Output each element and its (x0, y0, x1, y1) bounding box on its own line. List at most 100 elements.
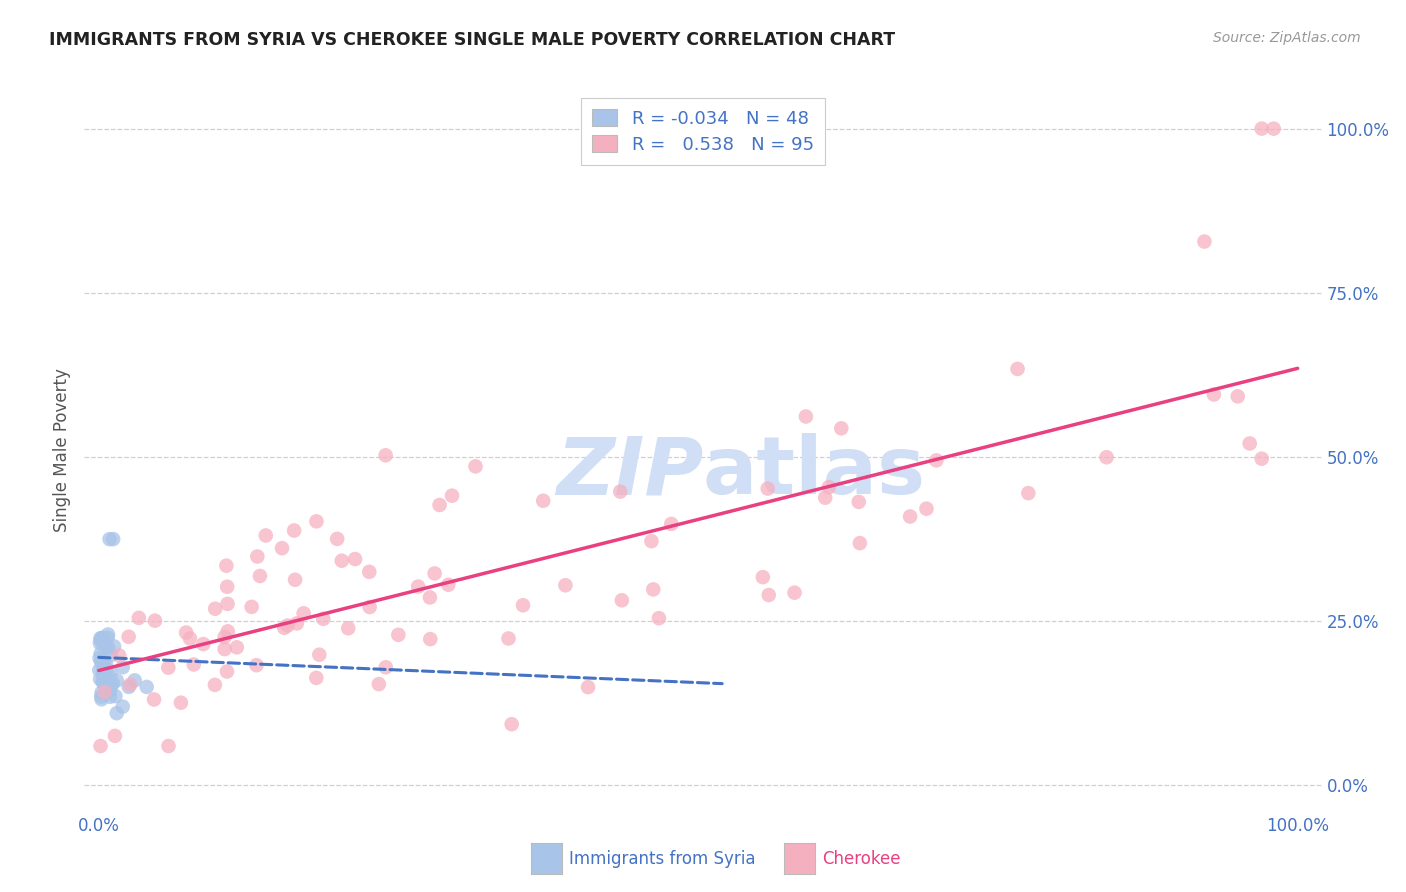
Point (271, 541, 294, 556)
Point (818, 480, 841, 494)
Point (111, 699, 134, 714)
Text: atlas: atlas (703, 434, 927, 511)
Point (609, 484, 631, 499)
Point (90, 692, 112, 706)
Point (214, 630, 236, 644)
Point (104, 729, 127, 743)
Point (108, 648, 131, 663)
Point (96, 666, 118, 681)
Point (240, 599, 263, 614)
Point (312, 612, 335, 626)
Point (217, 597, 239, 611)
Point (576, 680, 599, 694)
Point (367, 677, 389, 691)
Point (292, 607, 315, 621)
Point (91, 665, 114, 679)
Point (337, 621, 360, 635)
Point (90, 633, 112, 648)
Point (217, 580, 239, 594)
Point (758, 588, 780, 602)
Point (91, 631, 114, 645)
Point (89, 636, 111, 650)
Point (90, 686, 112, 700)
Point (1263, 121, 1285, 136)
Point (374, 448, 396, 462)
Point (752, 570, 775, 584)
Point (659, 516, 682, 531)
Point (217, 624, 239, 639)
Point (91, 631, 114, 645)
Point (204, 601, 226, 615)
Point (915, 501, 938, 516)
Point (214, 642, 236, 657)
Point (640, 534, 662, 549)
Point (1017, 486, 1039, 500)
Point (101, 676, 124, 690)
Point (118, 680, 141, 694)
Text: Immigrants from Syria: Immigrants from Syria (568, 850, 755, 868)
Point (93, 669, 115, 683)
Point (783, 585, 806, 599)
Text: Source: ZipAtlas.com: Source: ZipAtlas.com (1213, 31, 1361, 45)
Point (96, 639, 118, 653)
Point (97, 627, 120, 641)
Point (1095, 450, 1118, 465)
Point (330, 554, 353, 568)
Point (406, 580, 429, 594)
Point (90, 690, 112, 704)
Point (610, 593, 633, 607)
Point (643, 582, 665, 597)
Point (94, 657, 117, 672)
Point (100, 679, 122, 693)
Point (225, 640, 247, 655)
Point (90, 654, 112, 668)
Point (1250, 121, 1272, 136)
Point (429, 498, 451, 512)
Point (437, 578, 460, 592)
Point (273, 621, 295, 635)
Point (91, 676, 114, 690)
Point (215, 665, 238, 679)
Point (89, 739, 111, 753)
Point (98, 532, 121, 546)
Point (143, 614, 166, 628)
Point (105, 706, 128, 721)
Point (246, 549, 269, 564)
Point (440, 489, 463, 503)
Point (374, 660, 396, 674)
Point (93, 661, 115, 675)
Point (249, 569, 271, 583)
Point (93, 665, 115, 680)
Point (501, 717, 523, 731)
Point (326, 532, 349, 546)
Point (90, 632, 112, 647)
Text: IMMIGRANTS FROM SYRIA VS CHEROKEE SINGLE MALE POVERTY CORRELATION CHART: IMMIGRANTS FROM SYRIA VS CHEROKEE SINGLE… (49, 31, 896, 49)
Point (1250, 451, 1272, 466)
Point (648, 611, 671, 625)
Point (100, 648, 122, 662)
Point (204, 678, 226, 692)
Point (423, 566, 446, 581)
Point (157, 660, 180, 674)
Point (89, 632, 111, 646)
Point (89, 672, 111, 686)
Point (94, 676, 117, 690)
Point (111, 660, 134, 674)
Point (93, 660, 115, 674)
Point (93, 671, 115, 685)
Point (135, 680, 157, 694)
Point (93, 637, 115, 651)
Point (90, 647, 112, 661)
Point (100, 666, 122, 681)
Point (89, 651, 111, 665)
Point (344, 552, 367, 566)
Point (1202, 387, 1225, 401)
Point (89, 663, 111, 677)
Point (215, 558, 238, 573)
Point (359, 565, 381, 579)
Point (254, 528, 277, 542)
Point (285, 616, 308, 631)
Point (898, 509, 921, 524)
Point (91, 674, 114, 689)
Point (97, 641, 120, 656)
